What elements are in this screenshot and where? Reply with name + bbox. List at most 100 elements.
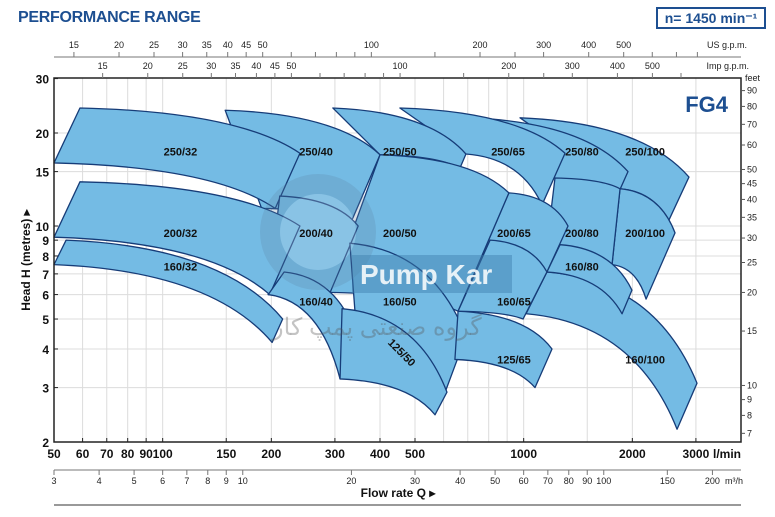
speed-badge: n= 1450 min⁻¹ (656, 7, 766, 29)
us-gpm-label: 15 (69, 40, 79, 50)
x-tick-label: 150 (216, 447, 236, 461)
x-tick-label: 300 (325, 447, 345, 461)
x-tick-label: 80 (121, 447, 135, 461)
y-tick-label: 5 (42, 313, 49, 327)
imp-gpm-label: 100 (393, 61, 408, 71)
feet-label: 35 (747, 212, 757, 222)
region-label: 160/32 (164, 261, 198, 273)
y-tick-label: 2 (42, 436, 49, 450)
imp-gpm-label: 25 (178, 61, 188, 71)
x-tick-label: 1000 (510, 447, 537, 461)
y-tick-label: 15 (36, 166, 50, 180)
region-label: 200/40 (299, 228, 333, 240)
feet-label: 8 (747, 410, 752, 420)
m3h-label: 60 (519, 476, 529, 486)
y-tick-label: 9 (42, 234, 49, 248)
imp-gpm-label: 500 (645, 61, 660, 71)
region-label: 250/32 (164, 147, 198, 159)
imp-gpm-label: 45 (270, 61, 280, 71)
imp-gpm-label: 50 (286, 61, 296, 71)
feet-label: 90 (747, 86, 757, 96)
us-gpm-label: 20 (114, 40, 124, 50)
us-gpm-unit: US g.p.m. (707, 40, 747, 50)
feet-label: 30 (747, 233, 757, 243)
watermark-persian: گروه صنعتی پمپ کار (271, 313, 482, 341)
x-tick-label: 3000 (683, 447, 710, 461)
region-label: 160/80 (565, 261, 599, 273)
feet-label: 9 (747, 395, 752, 405)
feet-label: 15 (747, 326, 757, 336)
m3h-label: 10 (238, 476, 248, 486)
x-tick-label: 90 (139, 447, 153, 461)
pump-region-250-32 (53, 107, 301, 210)
m3h-label: 100 (596, 476, 611, 486)
feet-label: 45 (747, 179, 757, 189)
pump-region-160-80 (546, 244, 633, 315)
x-tick-label: 500 (405, 447, 425, 461)
watermark-logo: Pump Kar گروه صنعتی پمپ کار (260, 174, 512, 341)
us-gpm-label: 200 (473, 40, 488, 50)
y-axis-title: Head H (metres) ▸ (19, 208, 33, 310)
x-axis-title: Flow rate Q ▸ (361, 486, 437, 500)
us-gpm-label: 500 (616, 40, 631, 50)
x-tick-label: 400 (370, 447, 390, 461)
feet-label: 20 (747, 287, 757, 297)
m3h-label: 9 (224, 476, 229, 486)
feet-label: 40 (747, 194, 757, 204)
imp-gpm-label: 30 (206, 61, 216, 71)
m3h-label: 50 (490, 476, 500, 486)
us-gpm-label: 45 (241, 40, 251, 50)
y-tick-label: 30 (36, 73, 50, 87)
watermark-gear-inner (280, 194, 356, 270)
region-label: 160/40 (299, 296, 333, 308)
m3h-label: 30 (410, 476, 420, 486)
region-label: 160/65 (497, 296, 531, 308)
m3h-label: 7 (184, 476, 189, 486)
us-gpm-label: 400 (581, 40, 596, 50)
region-label: 200/50 (383, 228, 417, 240)
m3h-label: 40 (455, 476, 465, 486)
y-tick-label: 8 (42, 250, 49, 264)
watermark-brand-box (352, 255, 512, 293)
x-tick-label: 70 (100, 447, 114, 461)
us-gpm-label: 300 (536, 40, 551, 50)
m3h-label: 90 (582, 476, 592, 486)
y-tick-label: 6 (42, 289, 49, 303)
region-label: 160/50 (383, 296, 417, 308)
m3h-unit: m³/h (725, 476, 743, 486)
m3h-label: 70 (543, 476, 553, 486)
x-tick-label: 200 (261, 447, 281, 461)
pump-region-160-65 (457, 239, 548, 320)
region-label: 200/100 (625, 228, 665, 240)
imp-gpm-label: 40 (251, 61, 261, 71)
us-gpm-label: 30 (178, 40, 188, 50)
feet-label: 7 (747, 428, 752, 438)
y-tick-label: 3 (42, 382, 49, 396)
plot-frame (53, 77, 742, 443)
region-label: 250/50 (383, 147, 417, 159)
m3h-label: 4 (97, 476, 102, 486)
region-label: 200/65 (497, 228, 531, 240)
watermark-brand: Pump Kar (360, 259, 492, 290)
m3h-label: 200 (705, 476, 720, 486)
feet-unit: feet (745, 73, 761, 83)
region-label: 250/80 (565, 147, 599, 159)
m3h-label: 8 (205, 476, 210, 486)
imp-gpm-label: 20 (143, 61, 153, 71)
y-tick-label: 10 (36, 220, 50, 234)
m3h-label: 20 (346, 476, 356, 486)
us-gpm-label: 35 (202, 40, 212, 50)
feet-label: 60 (747, 140, 757, 150)
region-label: 125/65 (497, 354, 531, 366)
m3h-label: 3 (51, 476, 56, 486)
region-label: 200/80 (565, 228, 599, 240)
feet-label: 70 (747, 119, 757, 129)
x-tick-label: 50 (47, 447, 61, 461)
y-tick-label: 20 (36, 127, 50, 141)
imp-gpm-label: 35 (230, 61, 240, 71)
page-title: PERFORMANCE RANGE (18, 9, 201, 26)
m3h-label: 80 (564, 476, 574, 486)
feet-label: 50 (747, 164, 757, 174)
imp-gpm-unit: Imp g.p.m. (706, 61, 749, 71)
